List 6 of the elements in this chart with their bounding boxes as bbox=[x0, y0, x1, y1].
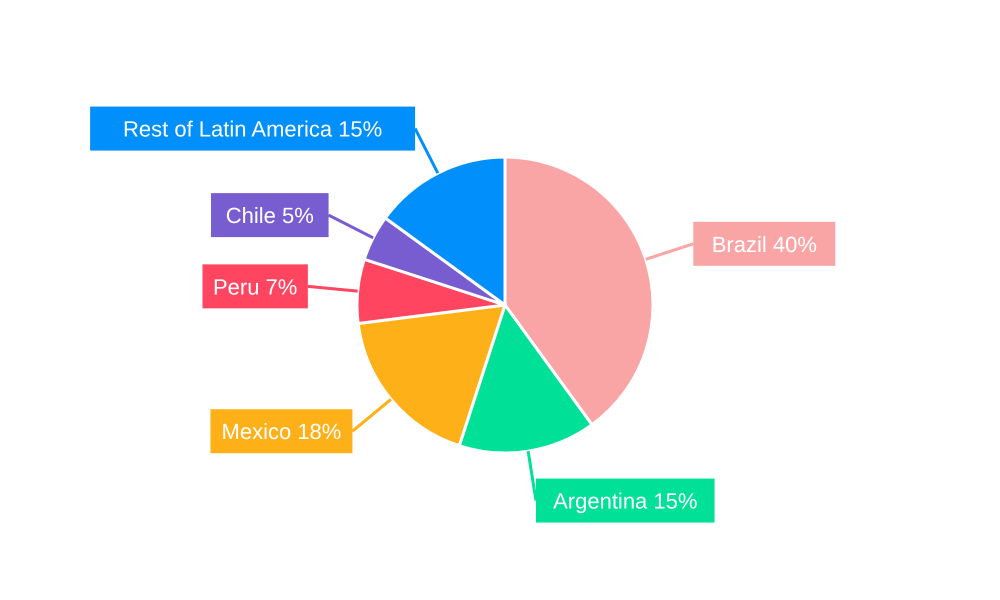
slice-label: Argentina 15% bbox=[553, 488, 698, 514]
slice-label: Brazil 40% bbox=[712, 232, 817, 257]
slice-label: Rest of Latin America 15% bbox=[122, 116, 382, 142]
slice-label: Peru 7% bbox=[212, 274, 298, 300]
slice-label: Mexico 18% bbox=[222, 419, 342, 444]
slice-label: Chile 5% bbox=[226, 203, 314, 228]
